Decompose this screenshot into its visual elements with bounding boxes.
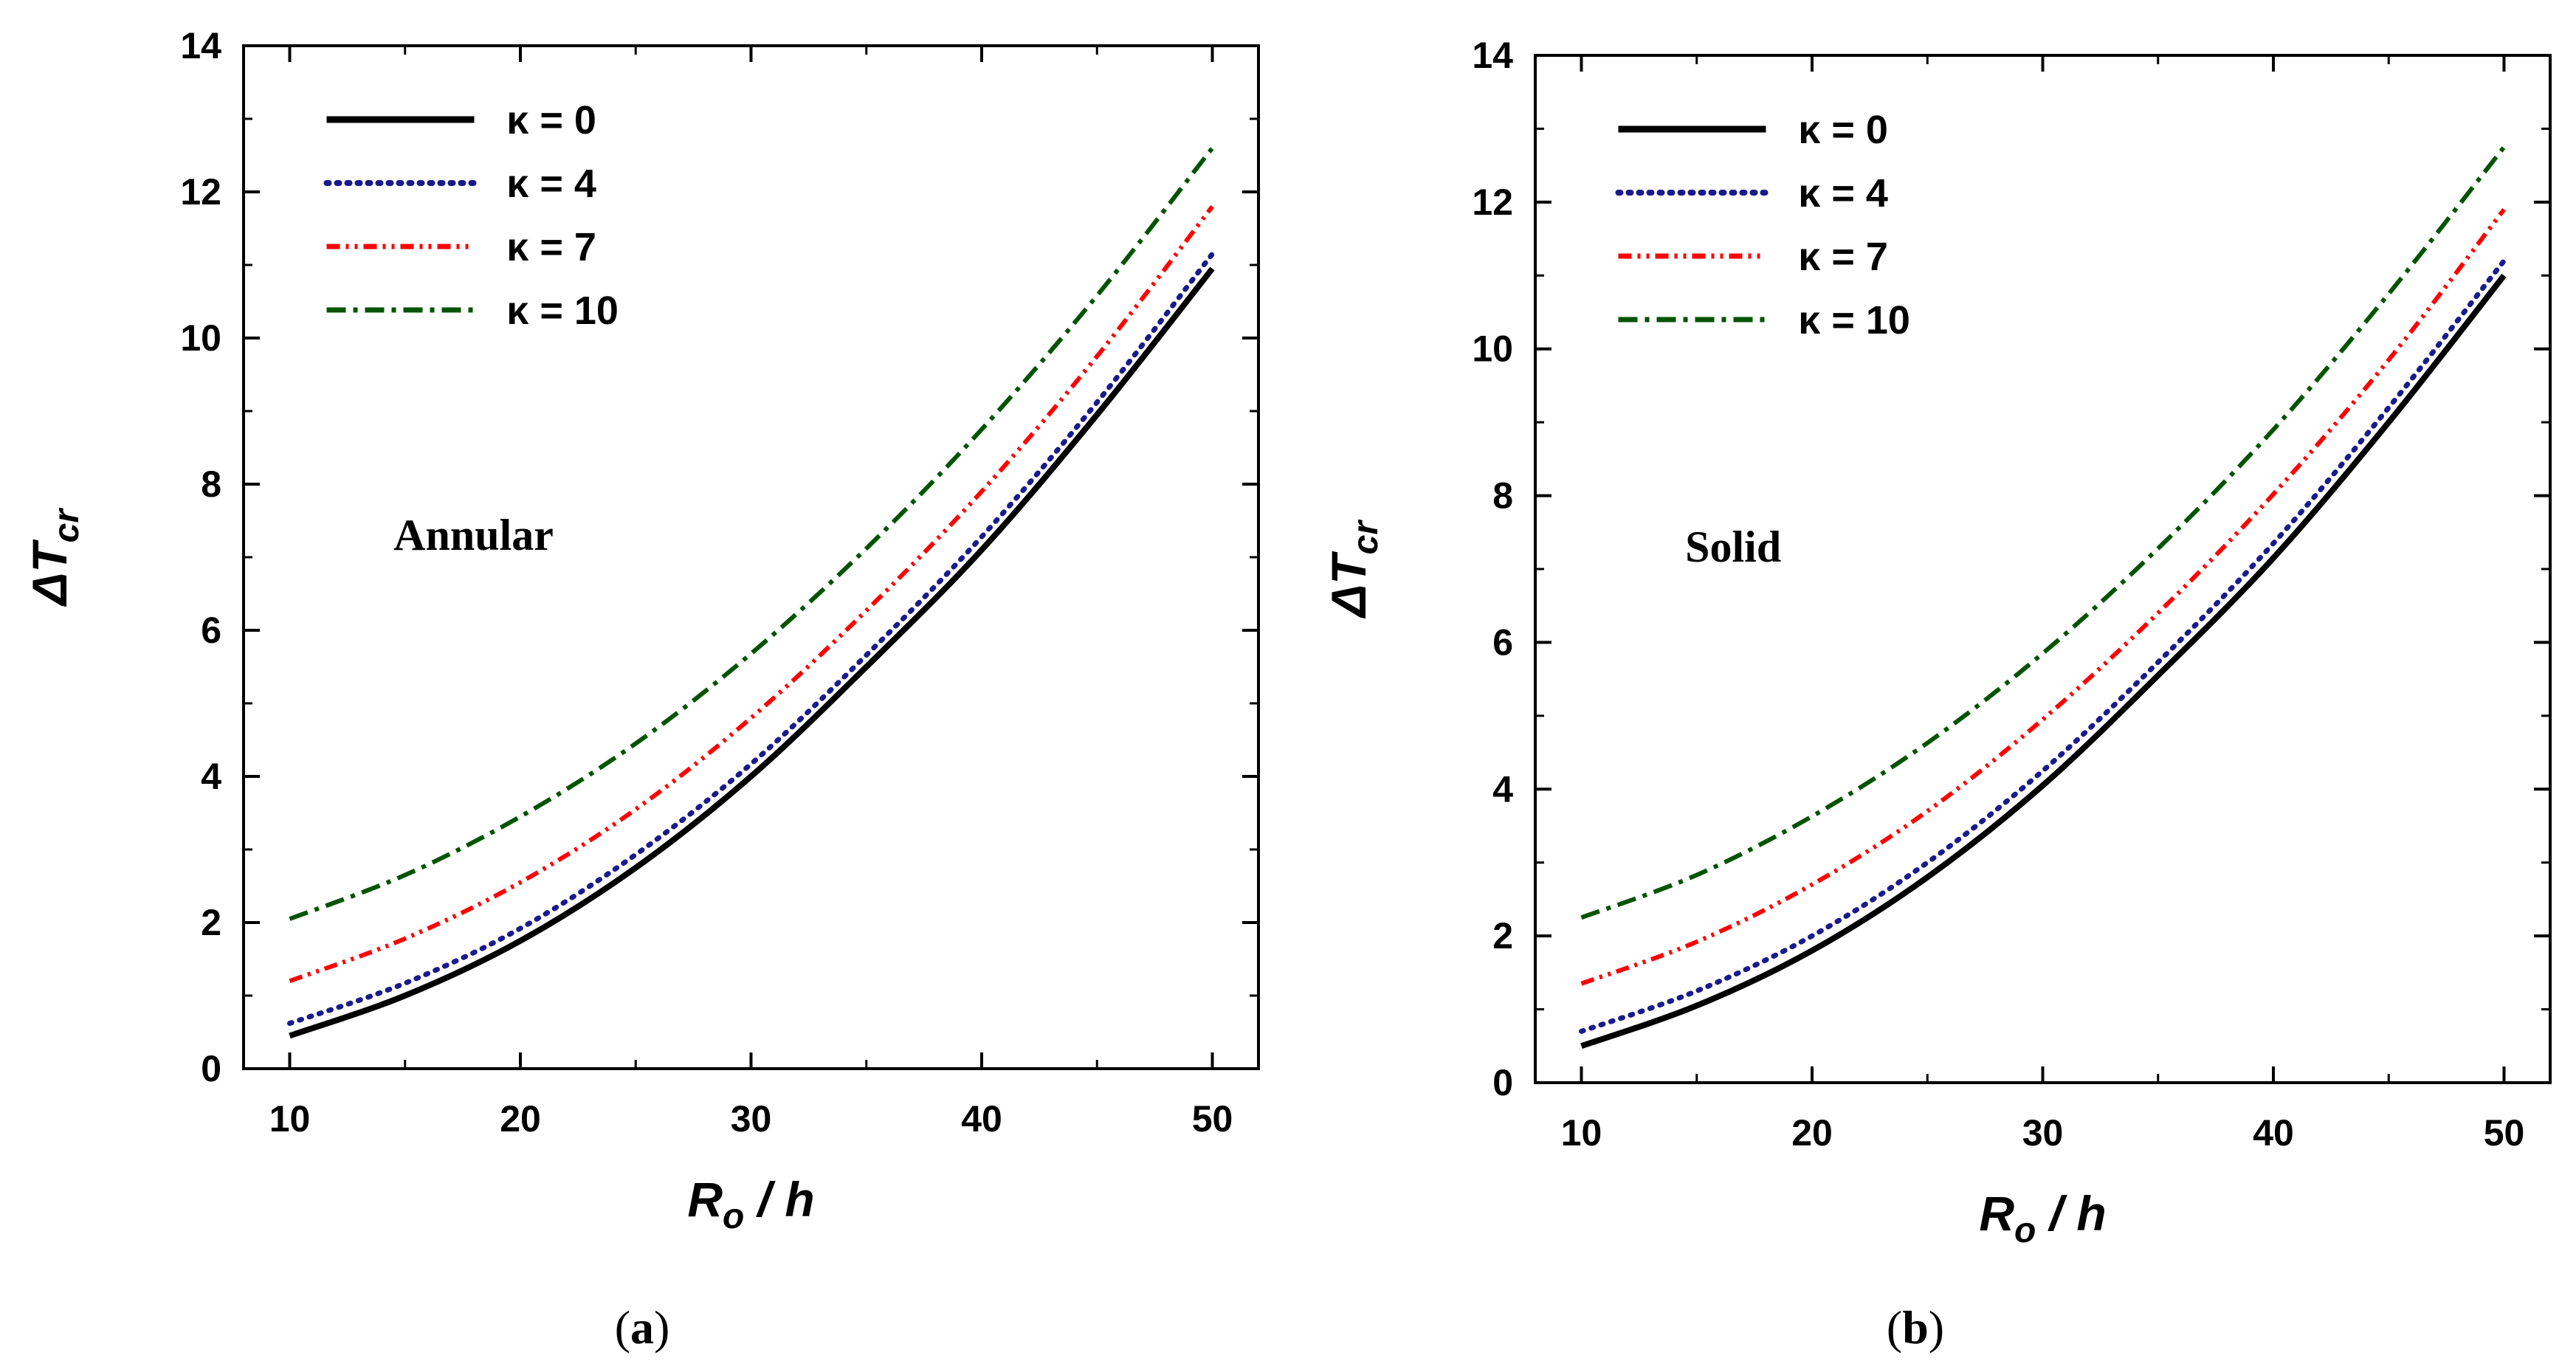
legend-label: κ = 0: [506, 98, 596, 142]
y-tick-label: 14: [1472, 35, 1513, 76]
series-line-kappa-0: [289, 266, 1215, 1039]
series-line-kappa-3: [1580, 145, 2506, 920]
y-tick-label: 8: [1492, 475, 1513, 517]
series-line-kappa-3: [289, 146, 1214, 921]
x-tick-label: 50: [2484, 1112, 2525, 1154]
y-tick-label: 12: [1472, 182, 1513, 223]
y-tick-label: 0: [201, 1048, 221, 1089]
legend-label: κ = 7: [1798, 235, 1888, 279]
panel-caption: (b): [1887, 1301, 1944, 1354]
series-line-kappa-2: [289, 204, 1214, 984]
y-tick-label: 10: [1472, 328, 1513, 370]
series-line-kappa-1: [287, 251, 1215, 1027]
legend-label: κ = 7: [506, 225, 596, 269]
y-tick-label: 6: [1492, 621, 1513, 663]
y-tick-label: 12: [180, 171, 221, 213]
x-tick-label: 30: [731, 1098, 772, 1140]
chart-panel-a: 0 2 4 6 8 10 12 14 10 20 30 40 50 κ = 0 κ = 4 κ = 7 κ = …: [22, 25, 1260, 1354]
legend-label: κ = 10: [506, 289, 619, 333]
panel-caption: (a): [615, 1301, 670, 1354]
series-line-kappa-0: [1580, 273, 2507, 1049]
series-line-kappa-2: [1580, 207, 2506, 986]
legend-label: κ = 4: [506, 162, 596, 206]
legend-label: κ = 4: [1798, 171, 1888, 216]
y-tick-label: 14: [180, 25, 221, 66]
x-tick-label: 10: [1561, 1112, 1602, 1154]
x-tick-label: 40: [2253, 1112, 2294, 1154]
y-tick-label: 4: [201, 756, 221, 797]
y-tick-label: 6: [201, 610, 221, 651]
x-tick-label: 20: [1791, 1112, 1833, 1154]
y-axis-label: ΔTcr: [1321, 520, 1385, 619]
x-axis-label: Ro / h: [1979, 1186, 2106, 1250]
series-line-kappa-1: [1579, 258, 2507, 1034]
x-tick-label: 30: [2022, 1112, 2064, 1154]
y-tick-label: 4: [1492, 768, 1513, 810]
y-tick-label: 0: [1492, 1062, 1513, 1103]
legend-label: κ = 10: [1798, 298, 1910, 342]
y-axis-label: ΔTcr: [22, 508, 86, 607]
legend-label: κ = 0: [1798, 108, 1888, 152]
x-tick-label: 50: [1192, 1098, 1233, 1140]
x-tick-label: 40: [961, 1098, 1002, 1140]
y-tick-label: 10: [180, 317, 221, 359]
panel-annotation: Annular: [393, 511, 554, 559]
y-tick-label: 2: [201, 902, 221, 943]
panel-annotation: Solid: [1685, 523, 1781, 571]
chart-panel-b: 0 2 4 6 8 10 12 14 10 20 30 40 50 κ = 0 κ = 4 κ = 7 κ = …: [1321, 35, 2552, 1354]
x-tick-label: 10: [269, 1098, 311, 1140]
x-tick-label: 20: [500, 1098, 541, 1140]
y-tick-label: 8: [201, 463, 221, 505]
y-tick-label: 2: [1492, 915, 1513, 956]
x-axis-label: Ro / h: [687, 1172, 814, 1236]
